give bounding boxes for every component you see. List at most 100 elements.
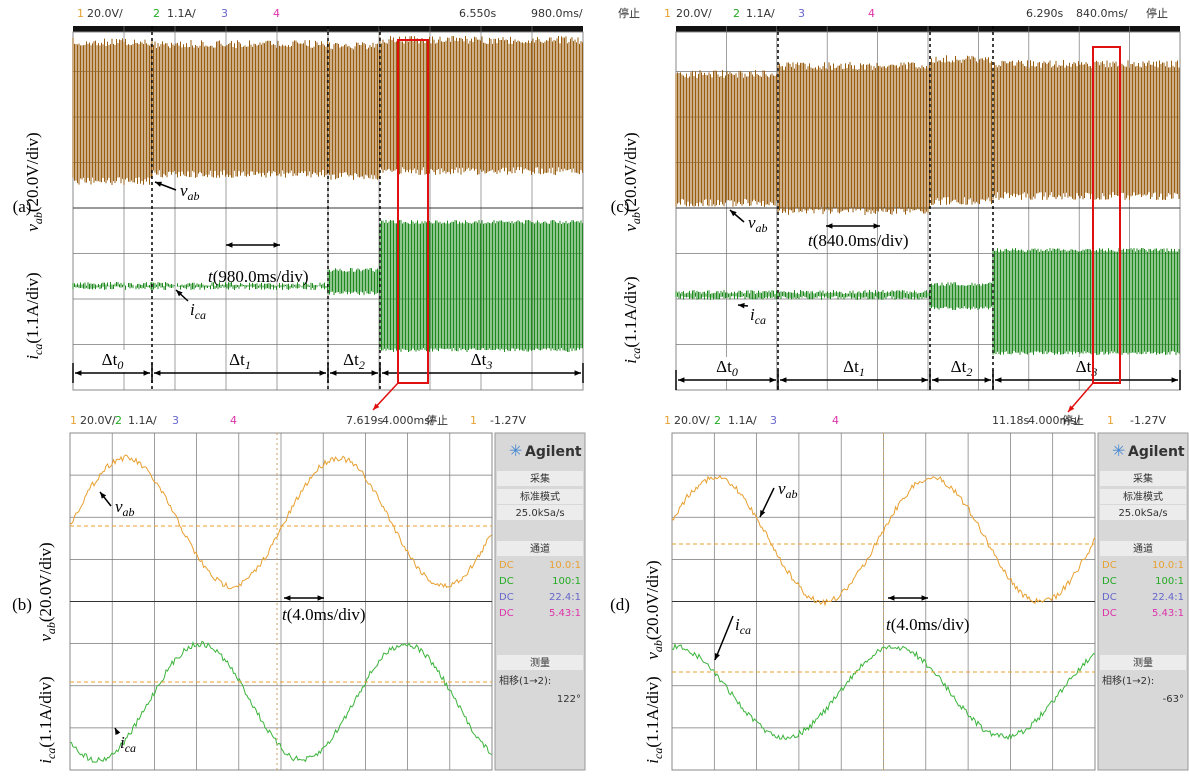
sidebar-text: 采集 <box>530 472 550 485</box>
subscript: 2 <box>966 365 972 379</box>
header-item: 停止 <box>1146 6 1168 20</box>
annotation: ica(1.1A/div) <box>23 272 45 359</box>
channel-probe: 100:1 <box>552 576 581 587</box>
channel-coupling: DC <box>499 576 514 587</box>
header-item: 6.550s <box>459 7 496 20</box>
annotation: t(4.0ms/div) <box>282 605 366 624</box>
header-item: 4 <box>273 7 280 20</box>
subscript: ca <box>740 623 751 637</box>
header-item: 20.0V/ <box>80 414 116 427</box>
unit: (840.0ms/div) <box>813 231 909 250</box>
unit: (1.1A/div) <box>621 276 640 347</box>
subscript: ab <box>123 505 135 519</box>
sidebar-text: 通道 <box>530 542 550 555</box>
brand-star: ✳ <box>1112 441 1125 460</box>
annotation: vab(20.0V/div) <box>23 132 45 231</box>
brand-star: ✳ <box>509 441 522 460</box>
header-item: 4 <box>832 414 839 427</box>
symbol: Δt <box>102 350 118 369</box>
header-item: 2 <box>153 7 160 20</box>
header-item: 3 <box>770 414 777 427</box>
sidebar-text: 25.0kSa/s <box>515 508 564 519</box>
channel-coupling: DC <box>1102 592 1117 603</box>
scope-panel: 120.0V/21.1A/346.290s840.0ms/停止 <box>664 6 1180 390</box>
measure-name: 相移(1→2): <box>1102 674 1154 687</box>
header-item: 1.1A/ <box>746 7 775 20</box>
subscript: ab <box>629 212 643 224</box>
subscript: ab <box>651 640 665 652</box>
voltage-trace <box>328 42 379 179</box>
symbol: Δt <box>229 350 245 369</box>
sidebar-text: 通道 <box>1133 542 1153 555</box>
unit: (20.0V/div) <box>36 542 55 622</box>
header-item: -1.27V <box>1130 414 1166 427</box>
measure-name: 相移(1→2): <box>499 674 551 687</box>
symbol: Δt <box>1076 357 1092 376</box>
scope-panel: 120.0V/21.1A/347.619s4.000ms/停止1-1.27V✳A… <box>70 413 585 770</box>
subscript: ab <box>31 212 45 224</box>
annotation: ica(1.1A/div) <box>621 276 643 363</box>
header-item: 20.0V/ <box>87 7 123 20</box>
subscript: 2 <box>359 358 365 372</box>
header-item: 11.18s <box>992 414 1029 427</box>
header-item: 2 <box>733 7 740 20</box>
subscript: ca <box>651 748 665 759</box>
header-item: 3 <box>221 7 228 20</box>
subscript: ca <box>44 748 58 759</box>
symbol: Δt <box>951 357 967 376</box>
channel-probe: 22.4:1 <box>549 592 581 603</box>
unit: (20.0V/div) <box>23 132 42 212</box>
header-item: 1 <box>664 414 671 427</box>
symbol: Δt <box>716 357 732 376</box>
annotation: t(840.0ms/div) <box>808 231 909 250</box>
sidebar-text: 测量 <box>530 656 550 669</box>
header-item: 停止 <box>618 6 640 20</box>
panel-label: (b) <box>12 595 32 614</box>
header-item: 1 <box>664 7 671 20</box>
annotation: vab(20.0V/div) <box>643 560 665 659</box>
header-item: 1 <box>1107 414 1114 427</box>
header-item: 停止 <box>1062 413 1084 427</box>
annotation: vab(20.0V/div) <box>621 132 643 231</box>
unit: (4.0ms/div) <box>287 605 366 624</box>
panel-label: (d) <box>610 595 630 614</box>
channel-probe: 10.0:1 <box>549 560 581 571</box>
unit: (20.0V/div) <box>643 560 662 640</box>
figure: 120.0V/21.1A/346.550s980.0ms/停止Δt0Δt1Δt2… <box>0 0 1189 779</box>
subscript: 1 <box>245 358 251 372</box>
annotation: ica(1.1A/div) <box>643 676 665 763</box>
sidebar-text: 标准模式 <box>1123 490 1163 503</box>
subscript: ab <box>756 221 768 235</box>
header-item: 停止 <box>426 413 448 427</box>
header-item: 4 <box>868 7 875 20</box>
measure-value: -63° <box>1163 694 1184 705</box>
header-item: 7.619s <box>346 414 383 427</box>
subscript: ca <box>629 348 643 359</box>
annotation: t(980.0ms/div) <box>208 267 309 286</box>
voltage-trace <box>73 38 151 185</box>
scope-panel: 120.0V/21.1A/3411.18s4.000ms/停止1-1.27V✳A… <box>664 413 1188 770</box>
header-item: 4 <box>230 414 237 427</box>
channel-coupling: DC <box>1102 576 1117 587</box>
subscript: ca <box>755 313 766 327</box>
subscript: 0 <box>117 358 123 372</box>
channel-probe: 100:1 <box>1155 576 1184 587</box>
subscript: ab <box>44 622 58 634</box>
subscript: ca <box>125 741 136 755</box>
unit: (1.1A/div) <box>36 676 55 747</box>
symbol: Δt <box>471 350 487 369</box>
header-item: 6.290s <box>1026 7 1063 20</box>
subscript: ab <box>188 189 200 203</box>
header-item: 2 <box>115 414 122 427</box>
header-item: 1 <box>470 414 477 427</box>
sidebar-text: 标准模式 <box>520 490 560 503</box>
header-item: 2 <box>714 414 721 427</box>
header-item: 1 <box>70 414 77 427</box>
unit: (980.0ms/div) <box>213 267 309 286</box>
header-item: 1.1A/ <box>728 414 757 427</box>
header-item: 840.0ms/ <box>1076 7 1128 20</box>
header-item: 20.0V/ <box>674 414 710 427</box>
sidebar-text: 采集 <box>1133 472 1153 485</box>
